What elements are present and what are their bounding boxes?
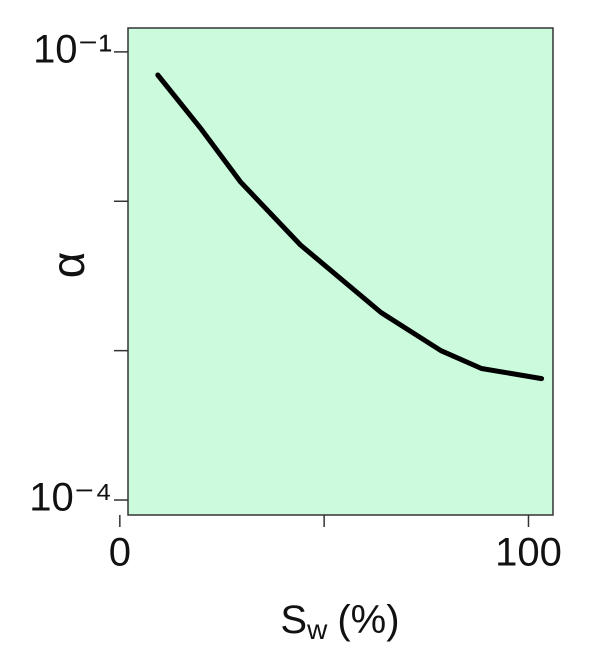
- x-axis-label-main: S: [280, 598, 307, 642]
- data-line: [155, 72, 545, 382]
- x-tick-label: 0: [109, 531, 131, 575]
- y-tick-label: 10⁻¹: [33, 27, 112, 71]
- x-axis-label-unit: (%): [337, 598, 399, 642]
- y-axis-label: α: [42, 252, 94, 279]
- plot-area: [127, 27, 554, 516]
- y-tick-label: 10⁻⁴: [29, 476, 112, 520]
- x-axis-label-sub: w: [306, 614, 328, 645]
- x-tick-label: 100: [495, 531, 562, 575]
- x-axis-label: Sw (%): [280, 598, 399, 646]
